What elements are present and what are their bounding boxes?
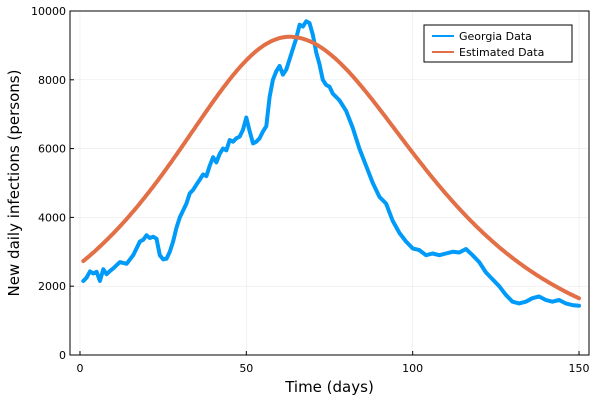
- legend-label-estimated-data: Estimated Data: [459, 46, 544, 59]
- x-tick-label: 100: [402, 362, 423, 375]
- axis-ticks: 0 50 100 150 0 2000 4000 6000 8000 10000: [31, 5, 590, 375]
- legend: Georgia Data Estimated Data: [423, 24, 573, 63]
- x-tick-label: 150: [569, 362, 590, 375]
- y-axis-title: New daily infections (persons): [5, 70, 23, 297]
- y-tick-label: 10000: [31, 5, 66, 18]
- y-tick-label: 6000: [38, 143, 66, 156]
- y-tick-label: 0: [59, 349, 66, 362]
- y-tick-label: 8000: [38, 74, 66, 87]
- series-layer: [81, 19, 581, 308]
- x-tick-label: 0: [76, 362, 83, 375]
- y-tick-label: 2000: [38, 280, 66, 293]
- legend-box: [423, 24, 573, 63]
- plot-frame: [69, 10, 590, 356]
- legend-label-georgia-data: Georgia Data: [459, 30, 532, 43]
- series-line-georgia-data: [81, 19, 581, 308]
- grid-lines: [70, 10, 589, 356]
- series-line-estimated-data: [81, 34, 581, 301]
- y-tick-label: 4000: [38, 211, 66, 224]
- x-axis-title: Time (days): [284, 378, 374, 396]
- x-tick-label: 50: [239, 362, 253, 375]
